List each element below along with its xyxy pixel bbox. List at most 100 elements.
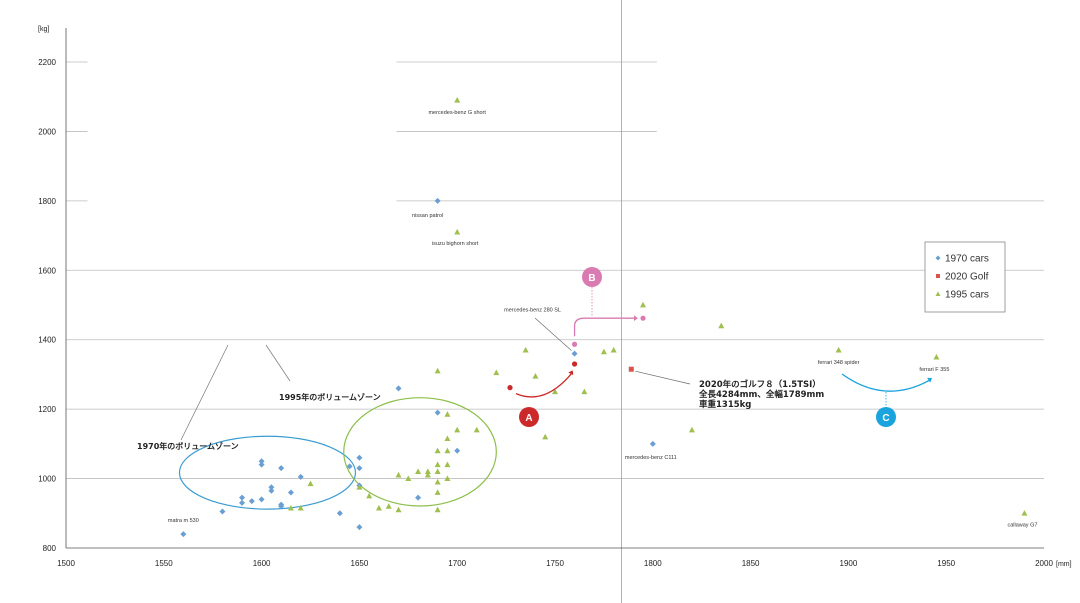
point-1995 (581, 388, 588, 395)
point-label: matra m 530 (168, 518, 199, 524)
volume-zone-ellipse (178, 435, 357, 510)
point-1995 (405, 475, 412, 481)
marker-a-badge (519, 407, 539, 427)
point-1995 (307, 480, 314, 487)
point-1970 (336, 510, 343, 517)
point-1995 (444, 475, 451, 481)
point-1970 (287, 489, 294, 496)
point-1970 (297, 473, 304, 480)
x-tick-label: 1550 (155, 559, 173, 568)
point-1995 (454, 426, 461, 433)
point-1970 (356, 465, 363, 472)
point-1970 (239, 494, 246, 501)
legend: 1970 cars 2020 Golf 1995 cars (924, 241, 1006, 313)
axes: 800 1000 1200 1400 1600 1800 2000 2200 [kg] [mm] 1… (38, 26, 1072, 568)
arrow-c (841, 373, 931, 392)
point-1995 (424, 471, 431, 478)
golf-dot-b-start (571, 341, 578, 347)
point-1995 (688, 426, 695, 433)
point-1995 (542, 433, 549, 440)
point-1995 (287, 504, 294, 511)
x-tick-label: 1800 (644, 559, 662, 568)
y-tick-label: 1800 (38, 197, 56, 206)
point-1995 (473, 426, 480, 433)
point-label: isuzu bighorn short (432, 241, 479, 247)
point-1995 (395, 506, 402, 513)
point-1995 (434, 506, 441, 513)
point-1995 (415, 468, 422, 475)
point-label: callaway G7 (1007, 522, 1037, 528)
marker-a-letter: A (525, 413, 532, 424)
point-1970 (454, 447, 461, 454)
zone-leader-1995 (265, 344, 291, 382)
legend-swatch-1970 (935, 255, 941, 261)
point-1995 (454, 228, 461, 235)
arrow-head (568, 370, 574, 376)
point-1970 (219, 508, 226, 515)
legend-swatch-2020 (936, 274, 940, 278)
point-1995 (718, 322, 725, 329)
point-1970 (434, 197, 441, 204)
point-1995 (444, 435, 451, 442)
point-label: mercedes-benz C111 (625, 455, 677, 461)
point-label: mercedes-benz 280 SL (504, 308, 561, 314)
point-1970 (278, 465, 285, 472)
point-1995 (375, 504, 382, 511)
point-label: nissan patrol (412, 213, 443, 219)
x-tick-label: 1650 (351, 559, 369, 568)
point-1995 (444, 411, 451, 417)
point-1995 (434, 489, 441, 495)
y-axis-unit: [kg] (38, 26, 49, 33)
volume-zones: 1970年のボリュームゾーン 1995年のボリュームゾーン (137, 344, 497, 510)
x-tick-label: 1900 (840, 559, 858, 568)
arrow-head (927, 377, 932, 383)
point-1970 (278, 501, 285, 508)
point-1995 (640, 301, 647, 308)
golf-dot-a-end (571, 361, 578, 367)
point-1970 (346, 463, 353, 470)
point-1970 (268, 487, 275, 494)
point-1995 (356, 484, 363, 490)
point-1995 (424, 468, 431, 475)
x-tick-label: 1600 (253, 559, 271, 568)
label-leader-280sl (534, 317, 572, 351)
point-1995 (600, 348, 607, 355)
y-tick-label: 2200 (38, 58, 56, 67)
point-1995 (610, 346, 617, 353)
point-1970 (356, 454, 363, 461)
zone-label-1970: 1970年のボリュームゾーン (137, 441, 239, 451)
point-1995 (1021, 510, 1028, 516)
point-1970 (434, 409, 441, 416)
marker-c-badge (876, 407, 896, 427)
point-1995 (552, 388, 558, 395)
point-1995 (434, 461, 441, 468)
point-label: mercedes-benz G short (428, 110, 486, 116)
point-label: ferrari F 355 (919, 367, 949, 373)
legend-swatch-1995 (935, 291, 941, 296)
point-1995 (297, 504, 304, 511)
point-1995 (493, 369, 500, 376)
annotations: matra m 530 mercedes-benz G short nissan p… (168, 110, 1038, 528)
y-tick-label: 1200 (38, 405, 56, 414)
point-1995 (434, 447, 441, 454)
legend-label: 1970 cars (945, 254, 989, 265)
y-tick-label: 1000 (38, 475, 56, 484)
x-tick-label: 2000 (1035, 559, 1053, 568)
point-1970 (395, 385, 402, 392)
golf-dot-a-start (507, 385, 513, 391)
point-1970 (649, 440, 656, 447)
golf-leader (635, 370, 691, 385)
y-tick-label: 1400 (38, 336, 56, 345)
point-1995 (522, 346, 529, 353)
x-tick-label: 1750 (546, 559, 564, 568)
point-1995 (532, 372, 539, 379)
y-tick-label: 800 (43, 544, 57, 553)
arrow-a (515, 371, 574, 398)
zone-label-1995: 1995年のボリュームゾーン (279, 392, 381, 402)
y-tick-label: 1600 (38, 266, 56, 275)
y-tick-label: 2000 (38, 127, 56, 136)
point-1995 (385, 503, 392, 509)
point-1970 (258, 496, 265, 503)
point-1970 (239, 499, 246, 506)
